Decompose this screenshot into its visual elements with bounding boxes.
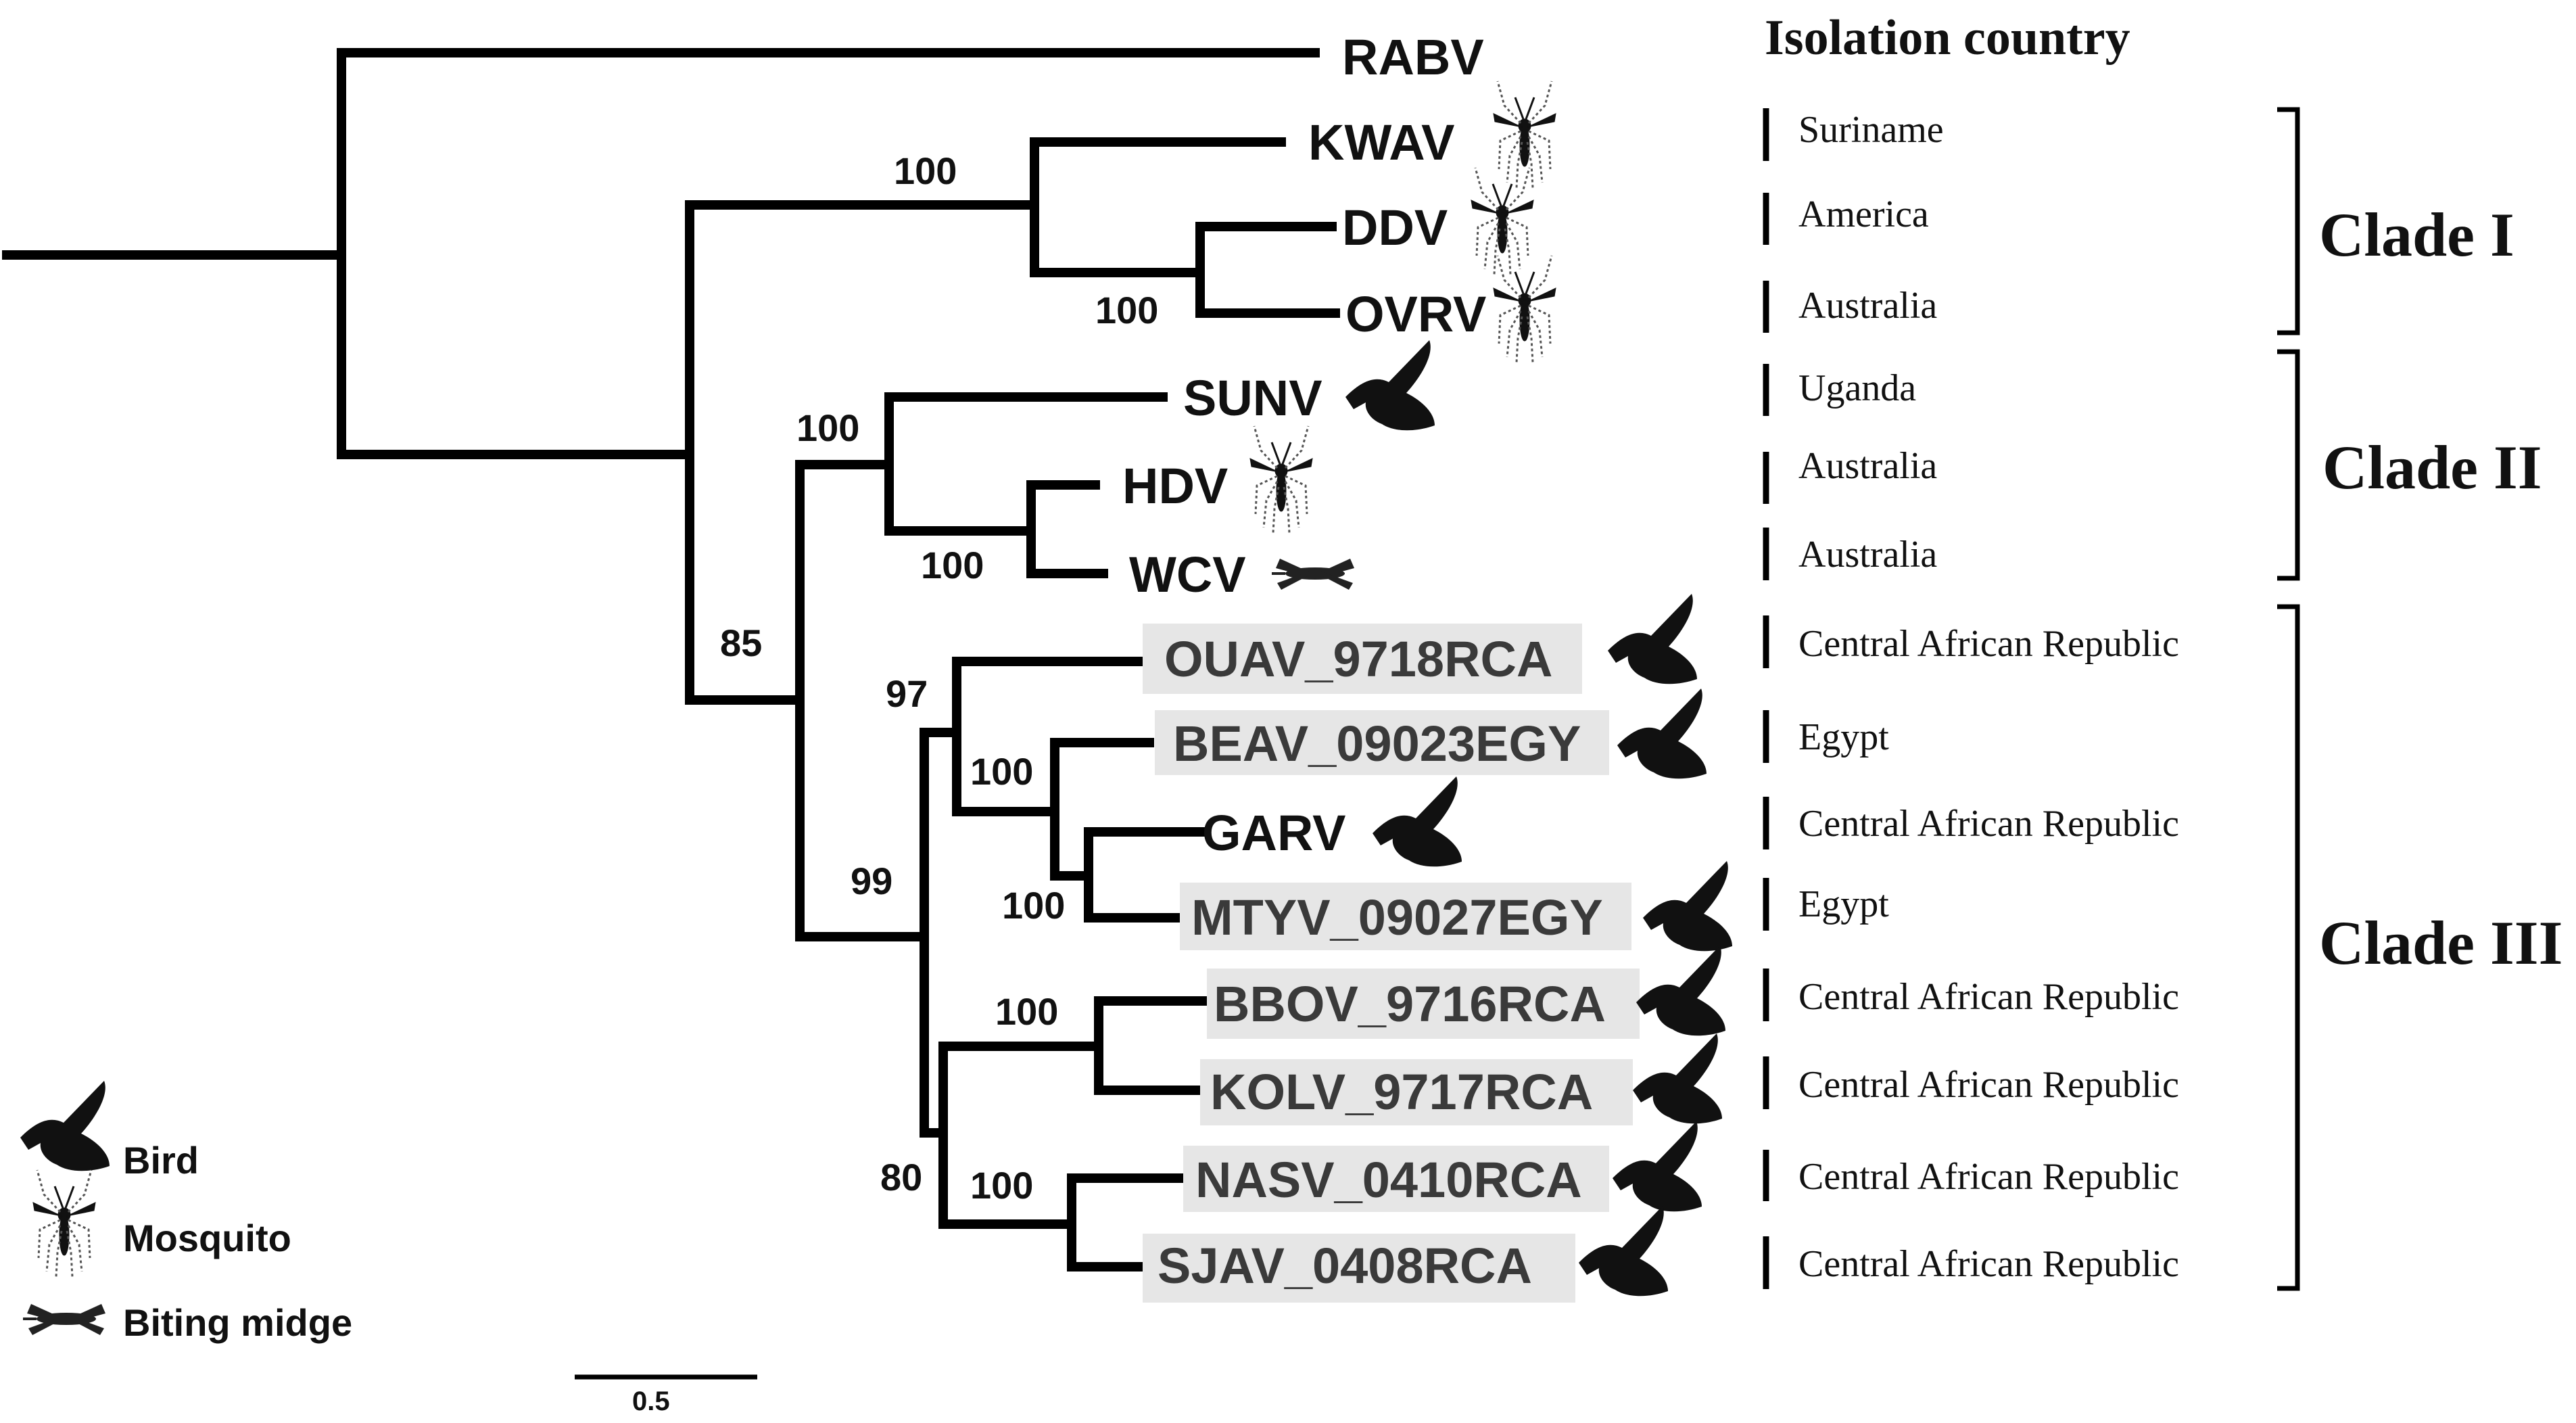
country-hdv: Australia [1798, 445, 1937, 487]
taxon-beav: BEAV_09023EGY [1173, 716, 1581, 772]
bootstrap-node-80: 80 [880, 1156, 922, 1198]
country-column: Isolation country Suriname America Austr… [1763, 10, 2179, 1289]
country-header: Isolation country [1765, 10, 2130, 66]
bootstrap-values: 100 100 100 100 85 97 100 100 99 100 100… [720, 149, 1158, 1207]
clade1-label: Clade I [2319, 200, 2514, 269]
bootstrap-nasv-sjav: 100 [970, 1164, 1033, 1207]
scale-bar: 0.5 [575, 1374, 757, 1416]
taxon-garv: GARV [1202, 805, 1345, 861]
country-beav: Egypt [1798, 716, 1889, 758]
taxon-kolv: KOLV_9717RCA [1210, 1064, 1593, 1120]
legend-bird-label: Bird [123, 1139, 199, 1182]
bootstrap-garv-mtyv: 100 [1002, 884, 1065, 927]
taxon-nasv: NASV_0410RCA [1195, 1152, 1582, 1208]
country-kwav: Suriname [1798, 109, 1944, 151]
midge-icon [1270, 557, 1356, 591]
bootstrap-node-97: 97 [886, 672, 928, 715]
country-ddv: America [1798, 193, 1929, 235]
bootstrap-bbov-kolv: 100 [995, 990, 1058, 1033]
country-ovrv: Australia [1798, 285, 1937, 327]
midge-icon [22, 1303, 107, 1336]
bird-icon [1636, 946, 1725, 1036]
legend: Bird Mosquito Biting midge [20, 1081, 352, 1344]
clade2-label: Clade II [2322, 433, 2542, 502]
taxon-kwav: KWAV [1308, 114, 1455, 170]
country-ouav: Central African Republic [1798, 623, 2179, 665]
taxon-rabv: RABV [1342, 29, 1484, 85]
country-nasv: Central African Republic [1798, 1156, 2179, 1198]
bird-icon [1579, 1206, 1668, 1297]
taxon-wcv: WCV [1129, 546, 1246, 603]
tree-branches [2, 48, 1340, 1272]
highlight-mtyv [1180, 883, 1631, 950]
country-bbov: Central African Republic [1798, 976, 2179, 1018]
country-wcv: Australia [1798, 534, 1937, 576]
bootstrap-beav-node: 100 [970, 750, 1033, 793]
highlight-kolv [1200, 1059, 1633, 1125]
country-garv: Central African Republic [1798, 803, 2179, 845]
country-sunv: Uganda [1798, 367, 1916, 409]
highlight-bbov [1207, 969, 1640, 1039]
taxon-ddv: DDV [1342, 200, 1448, 256]
bird-icon [20, 1081, 110, 1171]
taxon-labels: RABV KWAV DDV OVRV SUNV HDV WCV OUAV_971… [1122, 29, 1606, 1294]
taxon-ovrv: OVRV [1345, 286, 1486, 342]
country-sjav: Central African Republic [1798, 1243, 2179, 1285]
mosquito-icon [1249, 425, 1314, 534]
bootstrap-ddv-ovrv: 100 [1095, 289, 1158, 331]
mosquito-icon [1470, 166, 1535, 276]
mosquito-icon [1492, 80, 1557, 189]
bootstrap-clade1: 100 [894, 149, 957, 192]
bootstrap-node-85: 85 [720, 622, 762, 664]
bird-icon [1617, 689, 1707, 779]
bird-icon [1345, 340, 1435, 431]
highlight-beav [1155, 710, 1609, 775]
clade3-label: Clade III [2319, 908, 2562, 977]
bird-icon [1643, 861, 1732, 952]
bird-icon [1613, 1121, 1702, 1212]
highlight-ouav [1143, 624, 1582, 694]
mosquito-icon [1492, 254, 1557, 364]
bracket-clade3 [2277, 604, 2300, 1291]
taxon-sunv: SUNV [1183, 370, 1322, 426]
bracket-clade1 [2277, 107, 2300, 335]
taxon-bbov: BBOV_9716RCA [1214, 976, 1606, 1032]
clade-brackets: Clade I Clade II Clade III [2277, 107, 2562, 1291]
country-kolv: Central African Republic [1798, 1064, 2179, 1106]
bootstrap-node-99: 99 [851, 860, 892, 902]
legend-mosquito-label: Mosquito [123, 1217, 291, 1259]
bootstrap-hdv-wcv: 100 [921, 544, 984, 586]
country-mtyv: Egypt [1798, 883, 1889, 925]
taxon-hdv: HDV [1122, 458, 1228, 514]
bracket-clade2 [2277, 349, 2300, 581]
bird-icon [1633, 1033, 1722, 1124]
taxon-mtyv: MTYV_09027EGY [1191, 889, 1603, 946]
highlight-sjav [1143, 1234, 1575, 1303]
bird-icon [1373, 776, 1462, 867]
legend-midge-label: Biting midge [123, 1301, 352, 1344]
taxon-ouav: OUAV_9718RCA [1164, 631, 1552, 687]
bootstrap-clade2: 100 [796, 406, 859, 449]
taxon-sjav: SJAV_0408RCA [1158, 1238, 1532, 1294]
bird-icon [1608, 594, 1697, 684]
mosquito-icon [32, 1169, 97, 1278]
highlight-nasv [1183, 1146, 1609, 1212]
highlight-boxes [1143, 624, 1640, 1303]
scale-label: 0.5 [632, 1386, 670, 1416]
